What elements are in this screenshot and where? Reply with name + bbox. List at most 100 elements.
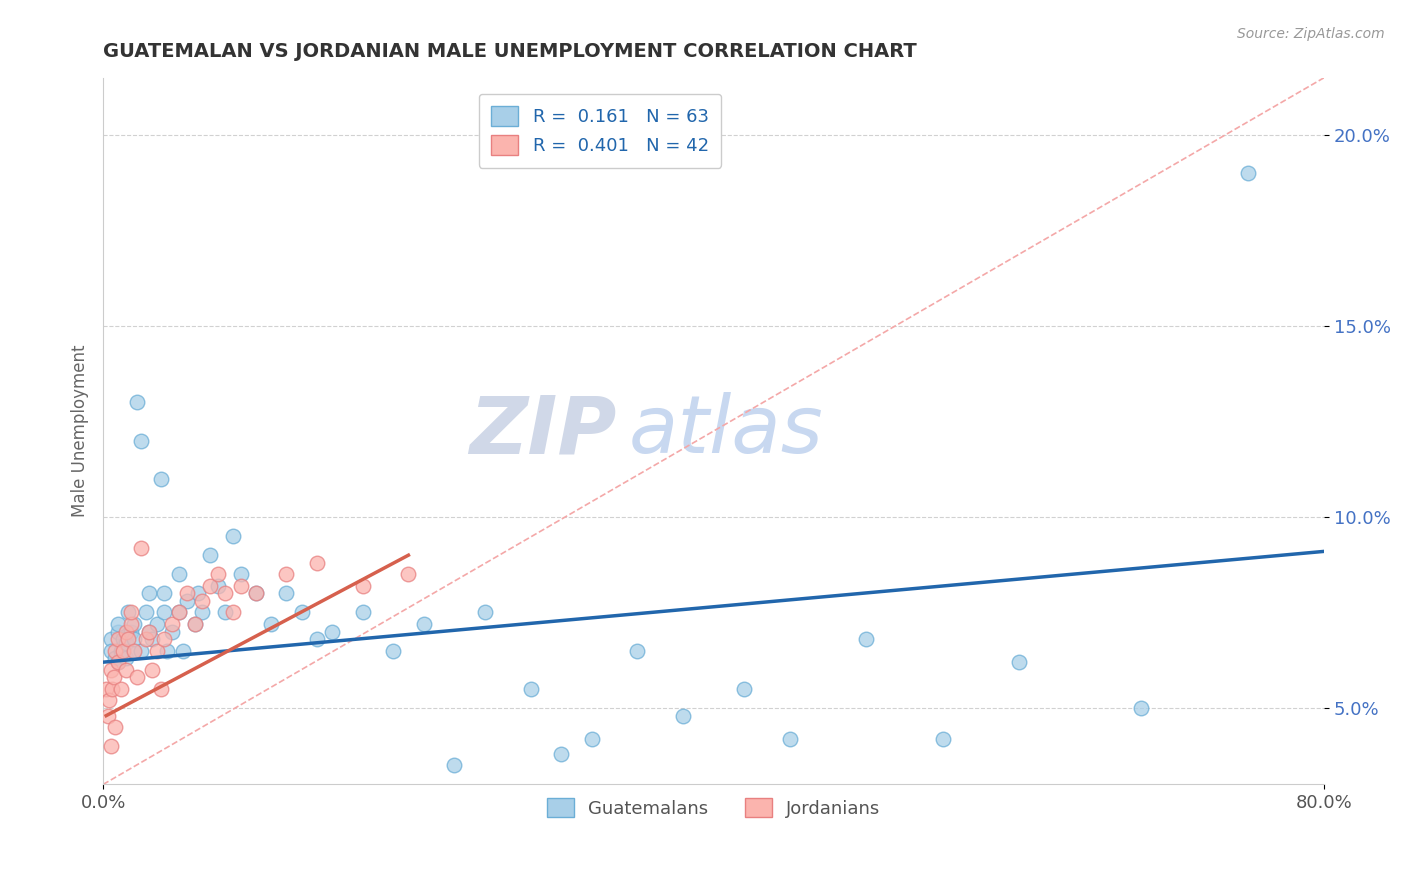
- Point: [107, 655, 129, 669]
- Point: [129, 434, 152, 448]
- Point: [519, 681, 541, 696]
- Point: [138, 586, 160, 600]
- Point: [104, 720, 127, 734]
- Point: [176, 594, 198, 608]
- Point: [276, 586, 298, 600]
- Point: [153, 606, 176, 620]
- Point: [169, 567, 191, 582]
- Point: [125, 395, 148, 409]
- Point: [229, 567, 252, 582]
- Point: [626, 643, 648, 657]
- Point: [103, 670, 125, 684]
- Point: [115, 624, 138, 639]
- Point: [245, 586, 267, 600]
- Point: [352, 606, 374, 620]
- Point: [135, 632, 157, 647]
- Point: [98, 693, 121, 707]
- Point: [100, 643, 122, 657]
- Point: [120, 624, 142, 639]
- Legend: Guatemalans, Jordanians: Guatemalans, Jordanians: [540, 790, 887, 825]
- Point: [229, 579, 252, 593]
- Point: [115, 651, 138, 665]
- Point: [110, 643, 132, 657]
- Point: [183, 617, 205, 632]
- Point: [111, 632, 134, 647]
- Text: ZIP: ZIP: [468, 392, 616, 470]
- Point: [305, 556, 328, 570]
- Point: [104, 651, 127, 665]
- Point: [122, 632, 145, 647]
- Point: [172, 643, 194, 657]
- Point: [1130, 701, 1153, 715]
- Point: [855, 632, 877, 647]
- Text: GUATEMALAN VS JORDANIAN MALE UNEMPLOYMENT CORRELATION CHART: GUATEMALAN VS JORDANIAN MALE UNEMPLOYMEN…: [103, 42, 917, 61]
- Point: [290, 606, 312, 620]
- Point: [138, 624, 160, 639]
- Point: [145, 643, 167, 657]
- Point: [474, 606, 496, 620]
- Point: [169, 606, 191, 620]
- Point: [145, 617, 167, 632]
- Point: [1008, 655, 1031, 669]
- Point: [141, 632, 163, 647]
- Point: [321, 624, 343, 639]
- Point: [214, 606, 236, 620]
- Point: [156, 643, 179, 657]
- Y-axis label: Male Unemployment: Male Unemployment: [72, 345, 89, 517]
- Point: [122, 643, 145, 657]
- Point: [120, 617, 142, 632]
- Point: [107, 624, 129, 639]
- Point: [187, 586, 209, 600]
- Point: [153, 632, 176, 647]
- Point: [122, 643, 145, 657]
- Point: [305, 632, 328, 647]
- Point: [198, 548, 221, 562]
- Point: [169, 606, 191, 620]
- Point: [191, 606, 214, 620]
- Point: [153, 586, 176, 600]
- Point: [176, 586, 198, 600]
- Point: [222, 606, 245, 620]
- Point: [100, 739, 122, 754]
- Point: [443, 758, 465, 772]
- Point: [222, 529, 245, 543]
- Point: [111, 643, 134, 657]
- Point: [135, 606, 157, 620]
- Point: [125, 670, 148, 684]
- Point: [191, 594, 214, 608]
- Point: [129, 541, 152, 555]
- Point: [101, 681, 124, 696]
- Point: [104, 643, 127, 657]
- Point: [129, 643, 152, 657]
- Text: atlas: atlas: [628, 392, 823, 470]
- Point: [122, 617, 145, 632]
- Point: [396, 567, 419, 582]
- Point: [198, 579, 221, 593]
- Point: [100, 632, 122, 647]
- Point: [150, 681, 173, 696]
- Point: [107, 655, 129, 669]
- Point: [276, 567, 298, 582]
- Point: [115, 636, 138, 650]
- Point: [107, 632, 129, 647]
- Point: [207, 567, 229, 582]
- Point: [214, 586, 236, 600]
- Point: [733, 681, 755, 696]
- Point: [100, 663, 122, 677]
- Point: [138, 624, 160, 639]
- Point: [110, 681, 132, 696]
- Point: [120, 606, 142, 620]
- Point: [382, 643, 405, 657]
- Point: [550, 747, 572, 761]
- Point: [141, 663, 163, 677]
- Point: [115, 663, 138, 677]
- Point: [117, 606, 139, 620]
- Point: [117, 632, 139, 647]
- Point: [97, 708, 120, 723]
- Point: [96, 681, 118, 696]
- Point: [245, 586, 267, 600]
- Point: [1237, 166, 1260, 180]
- Point: [107, 617, 129, 632]
- Text: Source: ZipAtlas.com: Source: ZipAtlas.com: [1237, 27, 1385, 41]
- Point: [581, 731, 603, 746]
